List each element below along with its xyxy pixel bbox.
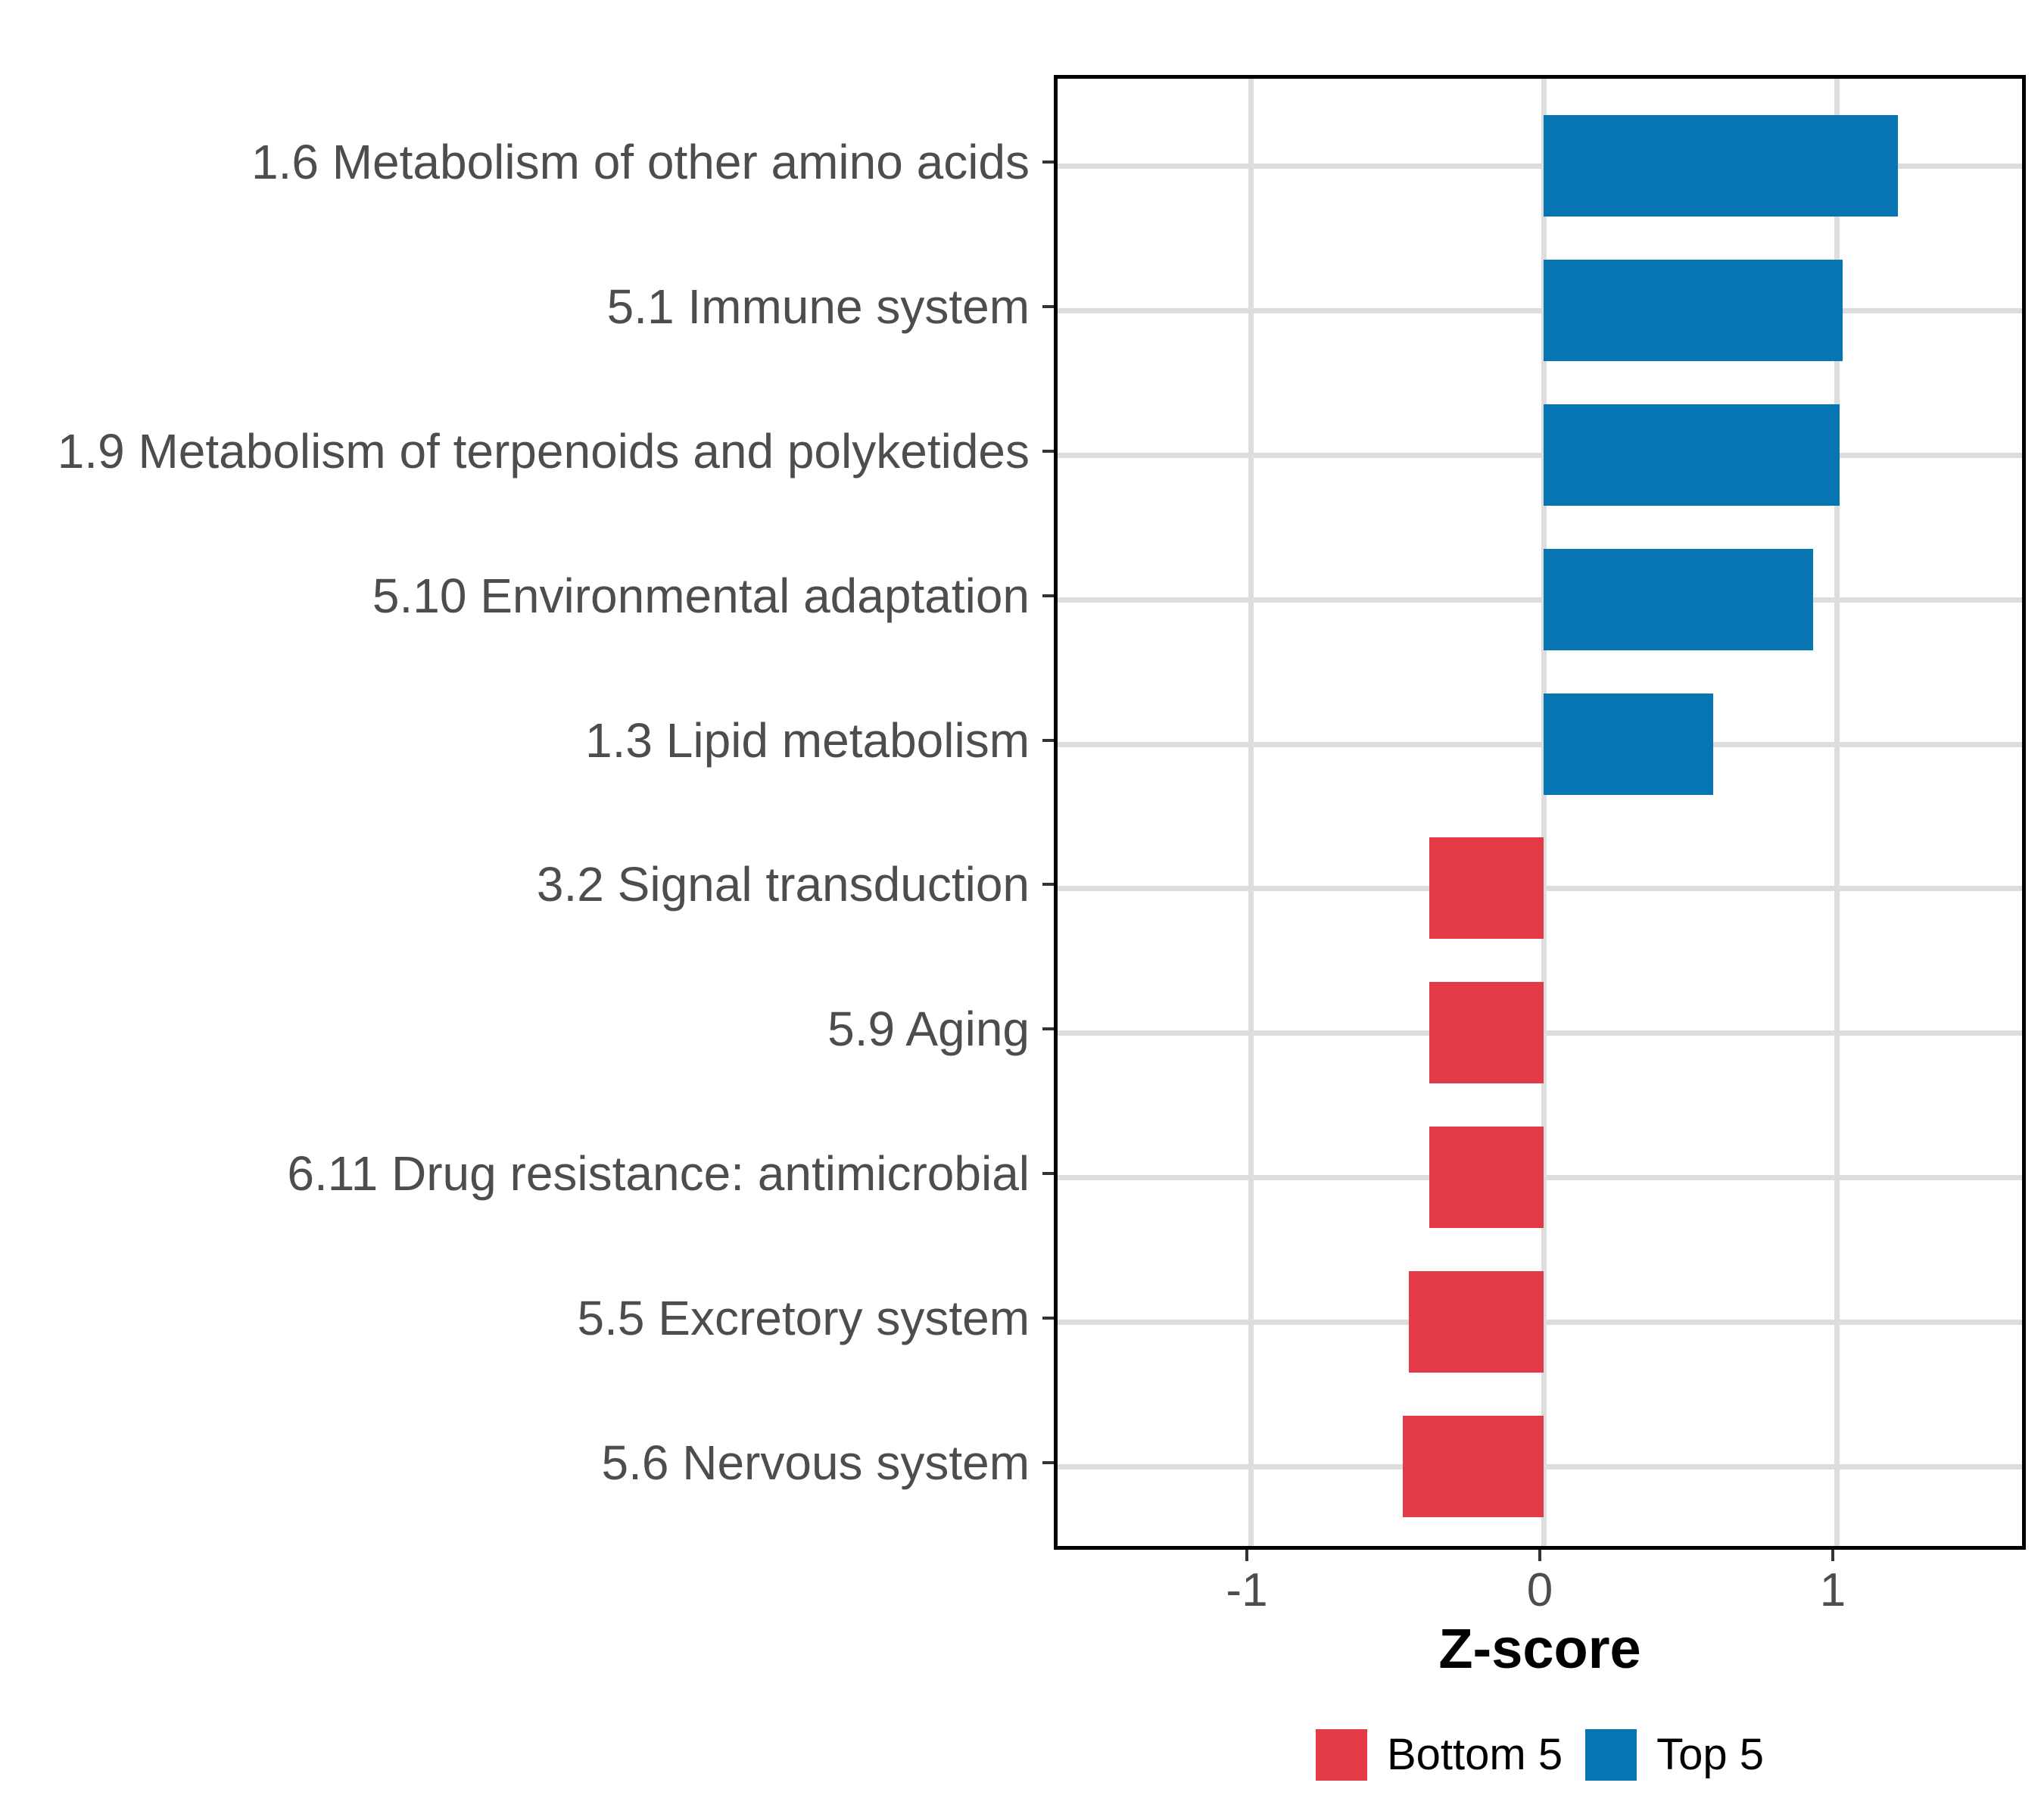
y-axis-tick [1042,883,1054,887]
y-axis-label: 5.10 Environmental adaptation [372,568,1030,623]
x-axis-tick-label: 0 [1526,1564,1553,1616]
gridline-vertical--1 [1248,79,1254,1546]
legend-key-swatch [1315,1729,1367,1781]
bar-top5 [1544,404,1840,506]
legend-key-swatch [1585,1729,1637,1781]
y-axis-label: 5.9 Aging [827,1002,1030,1057]
bar-top5 [1544,259,1843,361]
gridline-horizontal [1058,452,2022,458]
legend-label: Bottom 5 [1386,1730,1563,1779]
y-axis-label: 3.2 Signal transduction [536,857,1030,912]
gridline-vertical-0 [1541,79,1547,1546]
y-axis-label: 1.9 Metabolism of terpenoids and polyket… [57,423,1030,478]
y-axis-label: 5.1 Immune system [606,279,1030,334]
y-axis-tick [1042,160,1054,164]
y-axis-tick [1042,1317,1054,1320]
x-axis-tick-label: 1 [1819,1564,1846,1616]
gridline-horizontal [1058,741,2022,747]
gridline-horizontal [1058,307,2022,313]
gridline-vertical-1 [1834,79,1840,1546]
bar-top5 [1544,693,1714,795]
x-axis-tick-label: -1 [1226,1564,1268,1616]
y-axis-tick [1042,1172,1054,1176]
y-axis-label: 5.5 Excretory system [577,1291,1030,1346]
plot-panel [1054,75,2026,1550]
bar-bottom5 [1408,1271,1544,1373]
bar-top5 [1544,548,1814,650]
x-axis-tick [1245,1550,1248,1561]
x-axis-tick [1831,1550,1834,1561]
y-axis-tick [1042,594,1054,597]
y-axis-tick [1042,1461,1054,1465]
y-axis-label: 6.11 Drug resistance: antimicrobial [287,1146,1030,1201]
y-axis-label: 1.6 Metabolism of other amino acids [251,134,1030,189]
gridline-horizontal [1058,597,2022,603]
y-axis-tick [1042,304,1054,308]
bar-top5 [1544,114,1899,217]
y-axis-tick [1042,449,1054,453]
x-axis-tick [1538,1550,1541,1561]
y-axis-label: 5.6 Nervous system [601,1435,1030,1491]
legend-entry: Top 5 [1585,1729,1764,1781]
y-axis-tick [1042,738,1054,742]
x-axis-title: Z-score [1438,1617,1641,1680]
bar-bottom5 [1429,982,1544,1084]
bar-bottom5 [1403,1416,1544,1518]
bar-bottom5 [1429,1127,1544,1229]
legend-label: Top 5 [1656,1730,1765,1779]
legend-entry: Bottom 5 [1315,1729,1563,1781]
y-axis-label: 1.3 Lipid metabolism [585,712,1030,768]
bar-bottom5 [1429,837,1544,940]
legend: Bottom 5 Top 5 [1315,1729,1764,1781]
y-axis-tick [1042,1027,1054,1031]
gridline-horizontal [1058,163,2022,169]
